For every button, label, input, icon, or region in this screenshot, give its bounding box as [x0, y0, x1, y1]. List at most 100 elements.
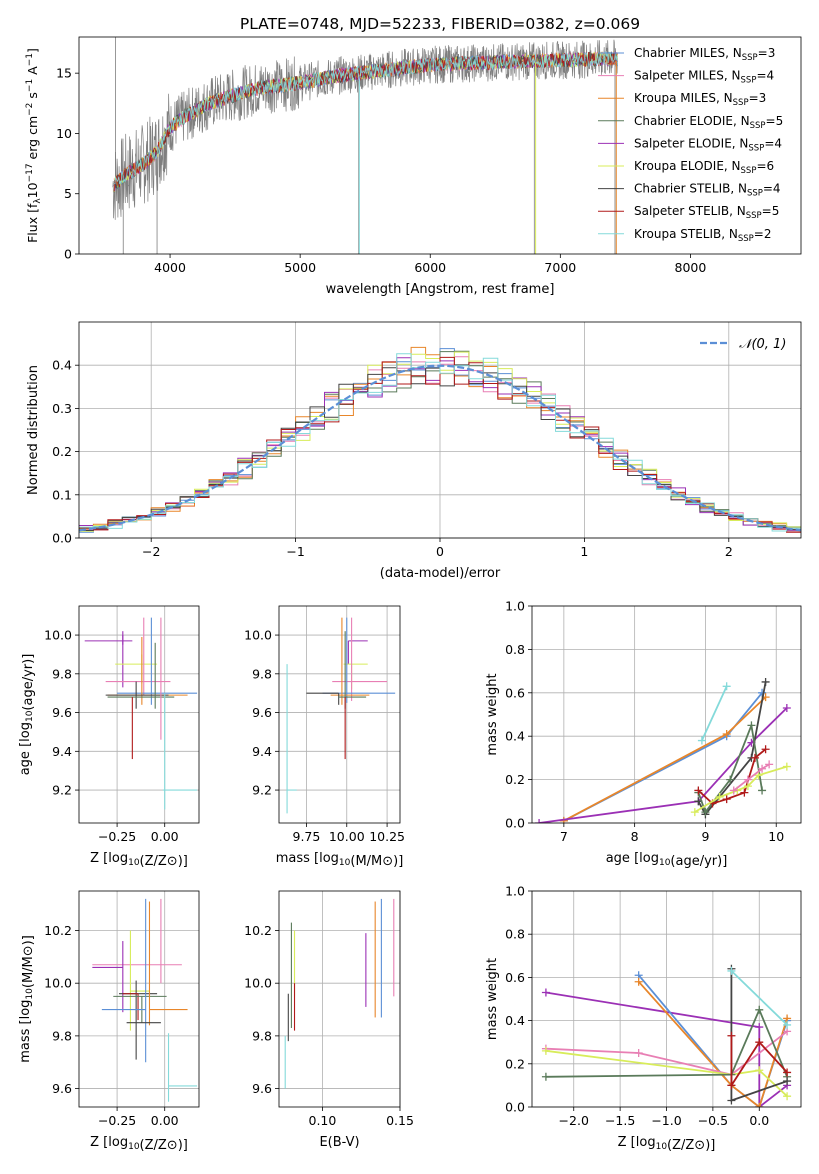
- y-tick-label: 0.0: [505, 1100, 525, 1115]
- weight-point-marker: [755, 1103, 764, 1107]
- x-tick-label: 6000: [414, 260, 446, 275]
- y-tick-label: 0.1: [52, 487, 72, 502]
- residual-histogram-panel: −2 −1 0 1 2 0.0 0.1 0.2 0.3 0.4 (data-model)/error…: [26, 321, 802, 581]
- weight-point-marker: [727, 1031, 736, 1040]
- weight-point-marker: [690, 808, 699, 817]
- weight-point-marker: [755, 1023, 764, 1032]
- axes-frame: [78, 605, 200, 824]
- y-tick-label: 0.4: [505, 1013, 525, 1028]
- weight-point-marker: [727, 966, 736, 975]
- weight-point-marker: [541, 1072, 550, 1081]
- weight-point-marker: [701, 808, 710, 817]
- y-tick-label: 0.8: [505, 927, 525, 942]
- y-tick-label: 0.3: [52, 401, 72, 416]
- plot-area: [284, 898, 395, 1089]
- histogram-step: [79, 353, 801, 532]
- weight-point-marker: [729, 786, 738, 795]
- weight-point-marker: [758, 688, 767, 697]
- y-tick-label: 0.0: [505, 816, 525, 831]
- weight-point-marker: [722, 730, 731, 739]
- weight-point-marker: [783, 1068, 792, 1077]
- weight-point-marker: [743, 775, 752, 784]
- plot-area: [286, 617, 396, 814]
- x-axis-label: E(B-V): [319, 1135, 359, 1150]
- x-tick-label: 10.00: [329, 829, 365, 844]
- x-tick-label: 5000: [284, 260, 316, 275]
- x-tick-label: 0.00: [151, 829, 179, 844]
- weight-series-line: [733, 763, 770, 792]
- weight-series-line: [694, 765, 788, 813]
- y-axis-label: age [log10(age/yr)]: [18, 654, 36, 776]
- axes-frame: [278, 605, 401, 824]
- legend-entry: Chabrier ELODIE, NSSP=5: [634, 114, 783, 131]
- y-tick-label: 0.4: [505, 729, 525, 744]
- y-tick-label: 9.8: [52, 666, 72, 681]
- weight-point-marker: [726, 775, 735, 784]
- x-tick-label: 0: [436, 544, 444, 559]
- y-tick-label: 9.6: [52, 1081, 72, 1096]
- x-tick-label: −2: [142, 544, 160, 559]
- x-tick-label: 2: [725, 544, 733, 559]
- weight-point-marker: [727, 1081, 736, 1090]
- y-tick-label: 9.2: [52, 783, 72, 798]
- legend-entry: Chabrier STELIB, NSSP=4: [634, 182, 781, 199]
- plot-area: [92, 898, 198, 1102]
- weight-series-line: [730, 1035, 788, 1089]
- weight-point-marker: [727, 1096, 736, 1105]
- y-tick-label: 9.6: [252, 1081, 272, 1096]
- y-tick-label: 10.0: [244, 976, 272, 991]
- weight-point-marker: [782, 762, 791, 771]
- x-axis-label: wavelength [Angstrom, rest frame]: [326, 282, 555, 297]
- x-tick-label: 4000: [154, 260, 186, 275]
- axes-frame: [78, 36, 802, 255]
- y-tick-label: 9.8: [52, 1028, 72, 1043]
- y-tick-label: 9.6: [252, 705, 272, 720]
- weight-series-line: [545, 1049, 788, 1097]
- legend-entry: Kroupa MILES, NSSP=3: [634, 91, 766, 108]
- weight-point-marker: [761, 677, 770, 686]
- y-axis-label: Flux [fλ10−17 erg cm−2 s−1 A−1]: [25, 48, 43, 243]
- weight-point-marker: [755, 1005, 764, 1014]
- legend: Chabrier MILES, NSSP=3 Salpeter MILES, NS…: [598, 46, 783, 244]
- y-tick-label: 9.4: [52, 744, 72, 759]
- normal-curve: [79, 364, 801, 532]
- y-tick-label: 0.6: [505, 685, 525, 700]
- spectrum-panel: 4000 5000 6000 7000 8000 0 5 10 15 wavelength [An…: [25, 36, 802, 297]
- y-tick-label: 10.0: [44, 976, 72, 991]
- x-tick-label: 0.00: [151, 1113, 179, 1128]
- x-tick-label: −1.5: [605, 1113, 635, 1128]
- plot-area: [535, 677, 791, 823]
- weight-vs-age-panel: 7 8 9 10 0.0 0.2 0.4 0.6 0.8 1.0 age [log10(age/yr…: [485, 599, 802, 869]
- x-axis-label: age [log10(age/yr)]: [606, 851, 728, 869]
- weight-series-line: [730, 970, 788, 1026]
- model-fit-line: [114, 51, 618, 185]
- mass-vs-metallicity-panel: −0.25 0.00 9.6 9.8 10.0 10.2 Z [log10(Z/Z⊙)] ma…: [18, 890, 200, 1153]
- x-tick-label: 7: [560, 829, 568, 844]
- y-tick-label: 10.0: [44, 628, 72, 643]
- y-tick-label: 1.0: [505, 884, 525, 899]
- weight-point-marker: [758, 764, 767, 773]
- age-vs-metallicity-panel: −0.25 0.00 9.2 9.4 9.6 9.8 10.0 Z [log10(Z/Z⊙)]…: [18, 605, 200, 869]
- weight-series-line: [563, 696, 767, 822]
- legend-entry: Chabrier MILES, NSSP=3: [634, 46, 775, 63]
- legend-entry: Kroupa STELIB, NSSP=2: [634, 227, 772, 244]
- y-tick-label: 10.2: [44, 923, 72, 938]
- x-axis-label: (data-model)/error: [380, 566, 501, 581]
- weight-point-marker: [755, 1066, 764, 1075]
- y-tick-label: 15: [56, 66, 72, 81]
- y-tick-label: 0.4: [52, 358, 72, 373]
- plot-area: [541, 964, 792, 1107]
- y-tick-label: 0.6: [505, 970, 525, 985]
- weight-point-marker: [761, 745, 770, 754]
- weight-point-marker: [747, 721, 756, 730]
- y-tick-label: 9.4: [252, 744, 272, 759]
- y-tick-label: 10.0: [244, 628, 272, 643]
- x-tick-label: 9.75: [293, 829, 321, 844]
- plot-area: [79, 346, 801, 533]
- weight-point-marker: [765, 760, 774, 769]
- figure-title: PLATE=0748, MJD=52233, FIBERID=0382, z=0…: [240, 15, 640, 33]
- x-tick-label: 8: [631, 829, 639, 844]
- y-tick-label: 9.8: [252, 666, 272, 681]
- age-vs-mass-panel: 9.75 10.00 10.25 9.2 9.4 9.6 9.8 10.0 mass [log1…: [244, 605, 405, 869]
- legend-entry: 𝒩(0, 1): [739, 337, 786, 352]
